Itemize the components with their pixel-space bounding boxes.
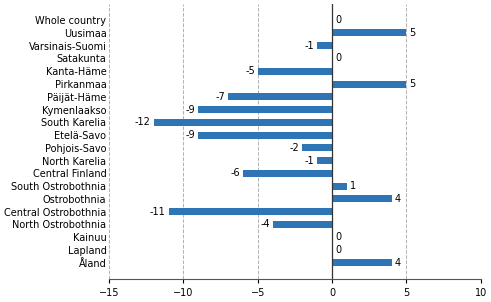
- Text: -7: -7: [216, 92, 225, 102]
- Bar: [302, 144, 332, 151]
- Text: 0: 0: [335, 245, 341, 255]
- Text: -6: -6: [230, 169, 240, 178]
- Text: 5: 5: [409, 79, 415, 89]
- Bar: [332, 29, 407, 37]
- Text: -9: -9: [186, 104, 195, 114]
- Bar: [273, 221, 332, 228]
- Text: 0: 0: [335, 15, 341, 25]
- Bar: [198, 106, 332, 113]
- Bar: [332, 259, 391, 266]
- Text: 4: 4: [394, 258, 401, 268]
- Bar: [168, 208, 332, 215]
- Bar: [332, 195, 391, 202]
- Text: 1: 1: [350, 181, 356, 191]
- Text: -11: -11: [150, 207, 165, 217]
- Bar: [243, 170, 332, 177]
- Bar: [228, 93, 332, 100]
- Bar: [332, 81, 407, 88]
- Text: 4: 4: [394, 194, 401, 204]
- Text: -9: -9: [186, 130, 195, 140]
- Text: -2: -2: [290, 143, 300, 153]
- Bar: [198, 132, 332, 139]
- Text: -1: -1: [304, 156, 314, 165]
- Text: -4: -4: [260, 220, 270, 230]
- Text: 5: 5: [409, 28, 415, 38]
- Text: 0: 0: [335, 232, 341, 242]
- Text: -1: -1: [304, 41, 314, 51]
- Text: 0: 0: [335, 53, 341, 63]
- Bar: [332, 183, 347, 190]
- Bar: [317, 157, 332, 164]
- Bar: [154, 119, 332, 126]
- Text: -12: -12: [135, 117, 151, 127]
- Text: -5: -5: [245, 66, 255, 76]
- Bar: [317, 42, 332, 49]
- Bar: [258, 68, 332, 75]
